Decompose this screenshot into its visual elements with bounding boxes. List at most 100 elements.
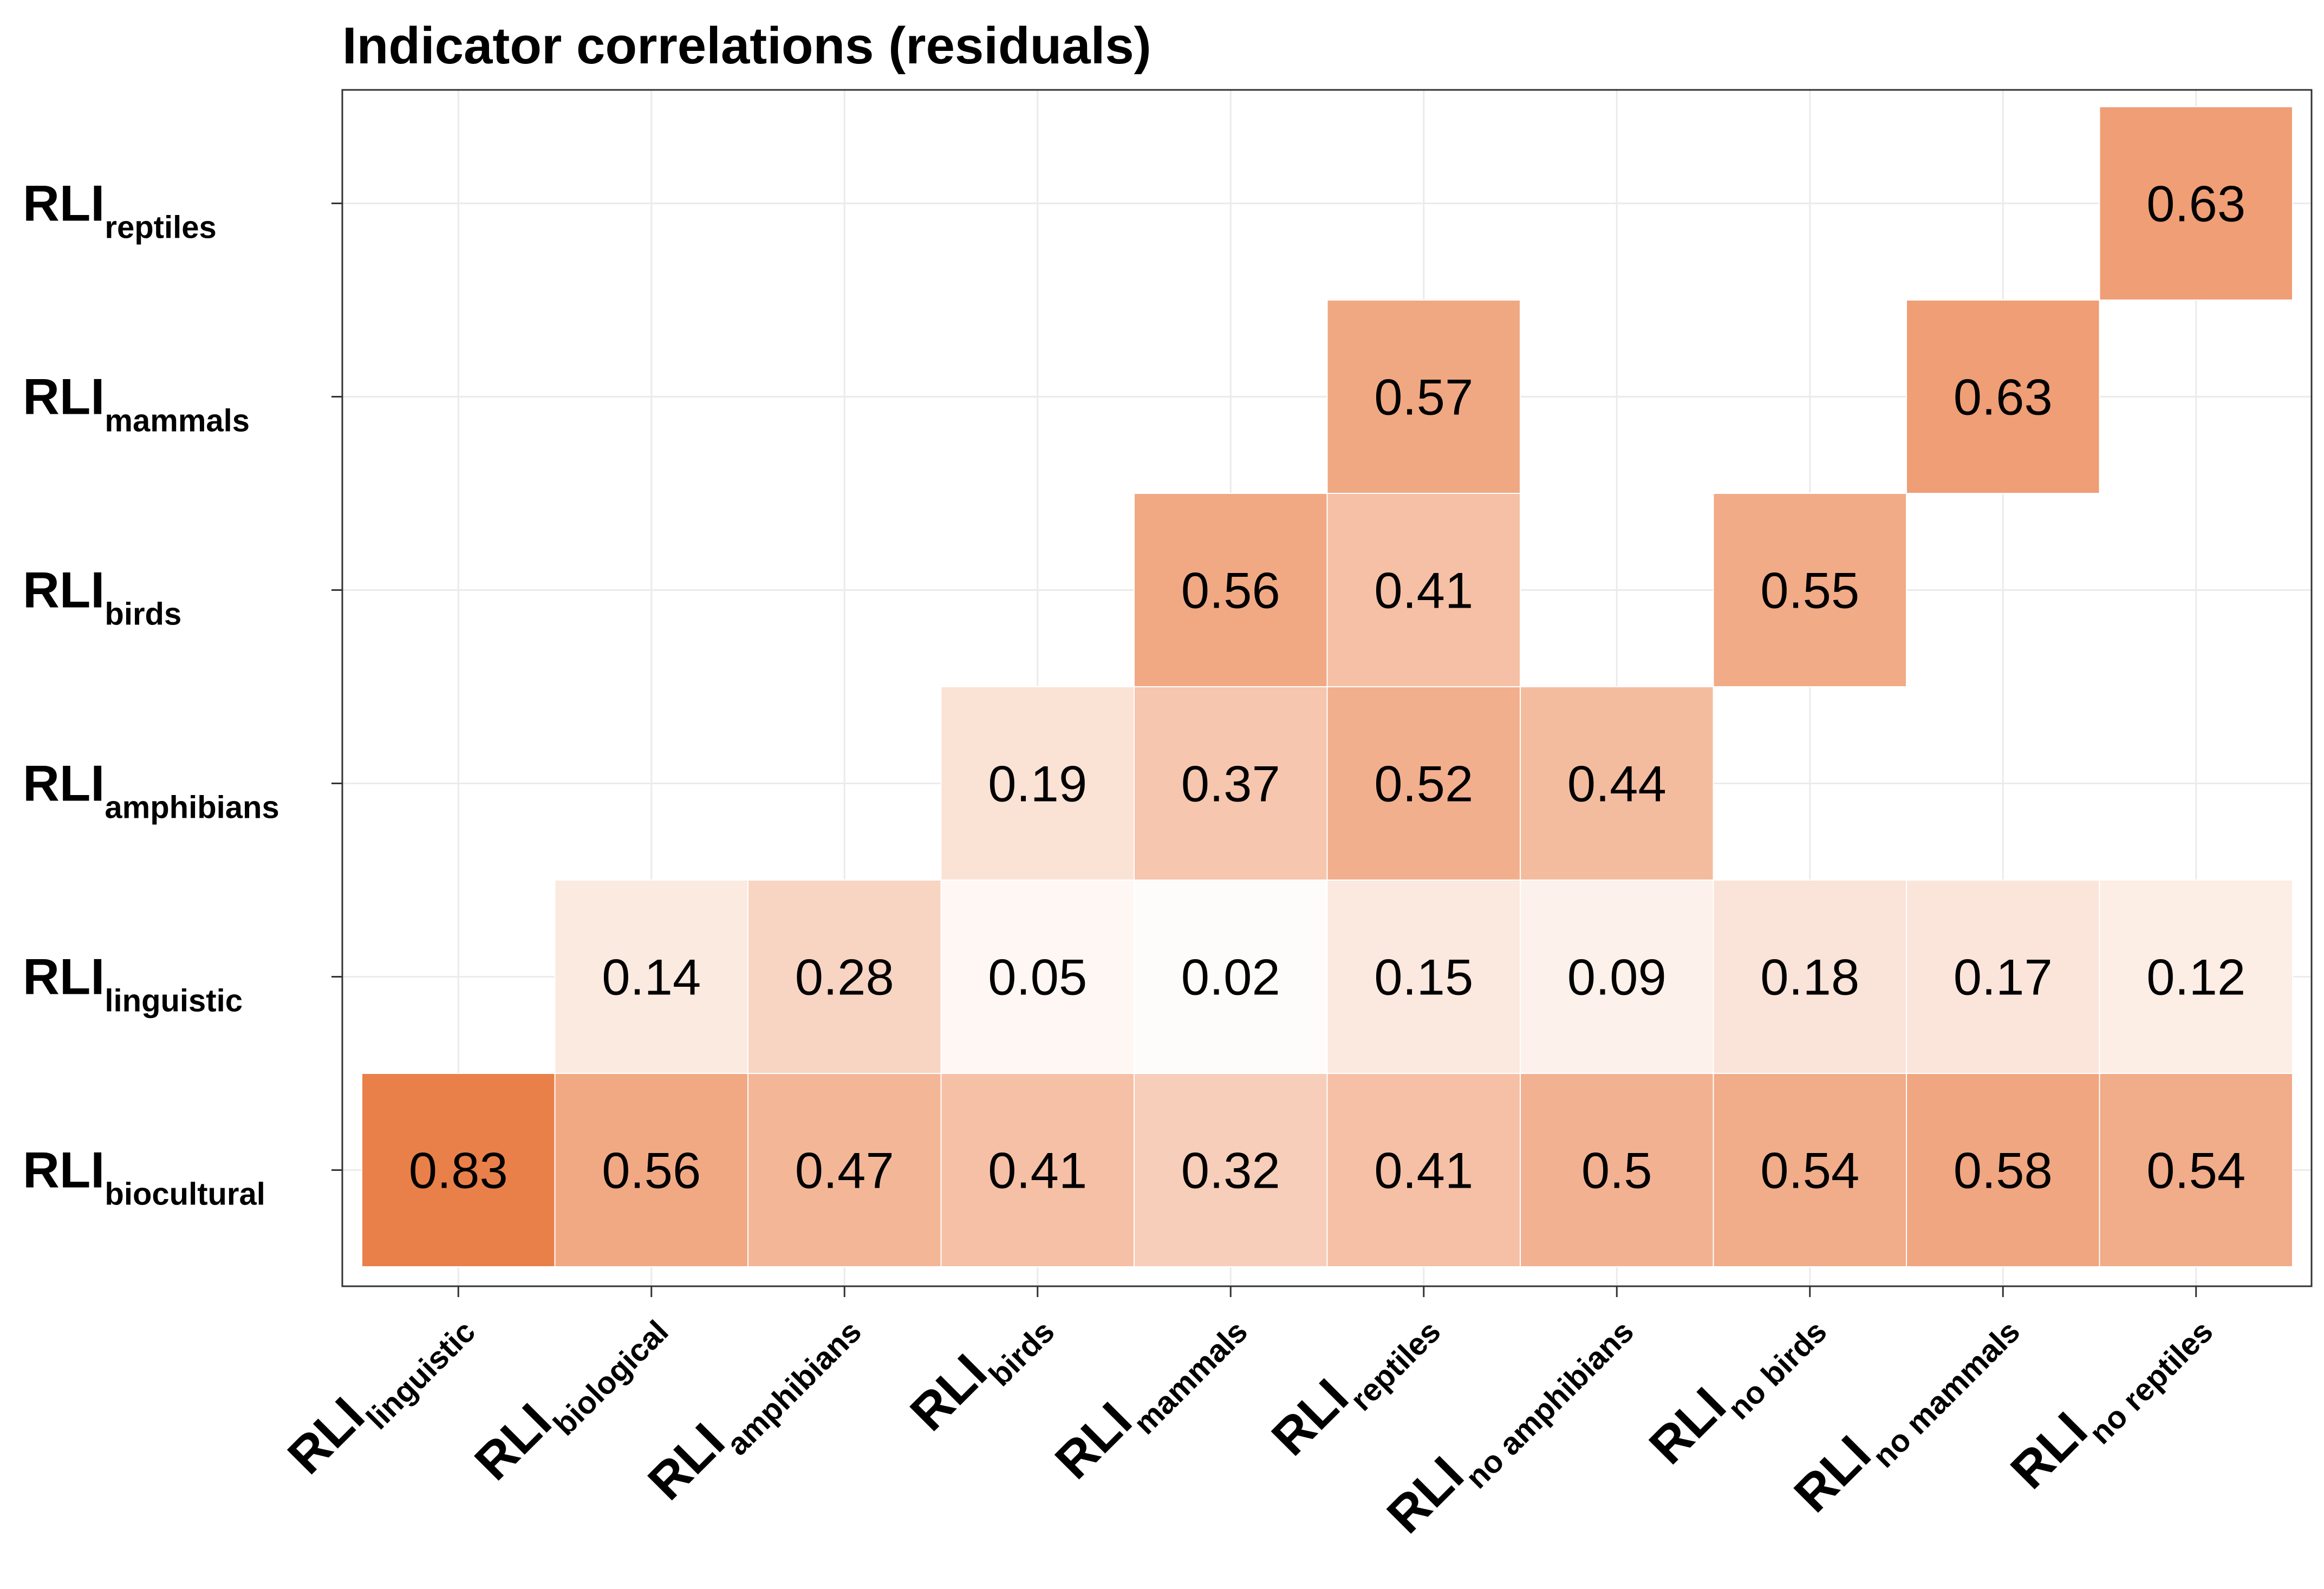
y-tick-label-main: RLI (23, 368, 105, 425)
heatmap-cell (2099, 106, 2293, 301)
x-tick-label-main: RLI (1261, 1368, 1359, 1466)
x-tick-label-sub: linguistic (360, 1314, 482, 1436)
y-tick-label: RLIbirds (23, 562, 181, 632)
chart-title: Indicator correlations (residuals) (342, 17, 1151, 75)
cell-value-label: 0.57 (1374, 369, 1473, 426)
cell-value-label: 0.17 (1954, 949, 2053, 1006)
cell-value-label: 0.28 (795, 949, 894, 1006)
heatmap-cell (1713, 1073, 1907, 1267)
y-tick-label-main: RLI (23, 948, 105, 1005)
x-tick-label-main: RLI (277, 1386, 375, 1484)
x-tick-label: RLIno birds (1638, 1289, 1834, 1484)
cell-labels: 0.83 0.56 0.47 0.41 0.32 0.41 0.5 0.54 0.58 0.54 0… (409, 175, 2245, 1199)
x-tick-label-sub: no mammals (1866, 1314, 2027, 1475)
x-tick-label-main: RLI (1044, 1391, 1142, 1489)
heatmap-cell (1134, 880, 1328, 1074)
cell-value-label: 0.63 (2146, 175, 2245, 232)
x-tick-label: RLIamphibians (637, 1289, 868, 1520)
cell-value-label: 0.55 (1760, 562, 1859, 619)
cell-value-label: 0.5 (1581, 1142, 1652, 1199)
heatmap-cells (361, 106, 2293, 1267)
cell-value-label: 0.19 (988, 756, 1087, 812)
cell-value-label: 0.56 (602, 1142, 701, 1199)
heatmap-cell (940, 686, 1135, 881)
cell-value-label: 0.52 (1374, 756, 1473, 812)
y-tick-label: RLIamphibians (23, 755, 279, 825)
cell-value-label: 0.09 (1567, 949, 1666, 1006)
cell-value-label: 0.47 (795, 1142, 894, 1199)
y-tick-label-main: RLI (23, 1142, 105, 1199)
x-tick-label-main: RLI (899, 1343, 997, 1441)
x-tick-label-sub: no reptiles (2082, 1314, 2219, 1451)
cell-value-label: 0.41 (1374, 1142, 1473, 1199)
heatmap-cell (1326, 1073, 1521, 1267)
x-tick-label-sub: mammals (1127, 1314, 1254, 1441)
x-tick-label-sub: biological (546, 1314, 675, 1442)
y-tick-label-sub: linguistic (105, 984, 243, 1019)
heatmap-cell (1326, 299, 1521, 494)
y-tick-label-main: RLI (23, 562, 105, 618)
x-tick-label-sub: reptiles (1344, 1314, 1448, 1418)
y-tick-label: RLIreptiles (23, 175, 217, 245)
heatmap-cell (1906, 880, 2100, 1074)
y-tick-label: RLIlinguistic (23, 948, 243, 1019)
y-tick-label: RLImammals (23, 368, 250, 439)
cell-value-label: 0.02 (1181, 949, 1280, 1006)
cell-value-label: 0.41 (1374, 562, 1473, 619)
y-tick-label-sub: biocultural (105, 1177, 265, 1212)
x-tick-label: RLIlinguistic (277, 1289, 482, 1494)
heatmap-cell (1520, 686, 1714, 881)
x-tick-label-main: RLI (1783, 1425, 1881, 1523)
x-tick-label: RLIbirds (899, 1289, 1061, 1451)
heatmap-cell (1520, 880, 1714, 1074)
heatmap-cell (1906, 299, 2100, 494)
heatmap-cell (1713, 493, 1907, 687)
y-axis: RLIbioculturalRLIlinguisticRLIamphibians… (23, 175, 342, 1212)
y-tick-label-main: RLI (23, 755, 105, 812)
heatmap-cell (1134, 1073, 1328, 1267)
x-tick-label-main: RLI (2000, 1401, 2098, 1499)
y-tick-label-sub: mammals (105, 403, 250, 439)
y-tick-label-sub: reptiles (105, 210, 216, 245)
cell-value-label: 0.58 (1954, 1142, 2053, 1199)
y-tick-label: RLIbiocultural (23, 1142, 265, 1212)
heatmap-cell (1134, 686, 1328, 881)
heatmap-cell (2099, 1073, 2293, 1267)
heatmap-cell (1713, 880, 1907, 1074)
cell-value-label: 0.05 (988, 949, 1087, 1006)
heatmap-cell (2099, 880, 2293, 1074)
x-tick-label-main: RLI (1638, 1377, 1736, 1475)
heatmap-cell (747, 1073, 942, 1267)
cell-value-label: 0.12 (2146, 949, 2245, 1006)
heatmap-cell (1906, 1073, 2100, 1267)
cell-value-label: 0.14 (602, 949, 701, 1006)
x-tick-label-main: RLI (637, 1412, 735, 1510)
cell-value-label: 0.18 (1760, 949, 1859, 1006)
x-tick-label-main: RLI (1376, 1445, 1474, 1544)
cell-value-label: 0.37 (1181, 756, 1280, 812)
heatmap-cell (1520, 1073, 1714, 1267)
cell-value-label: 0.44 (1567, 756, 1666, 812)
heatmap-cell (1326, 686, 1521, 881)
x-tick-label: RLImammals (1044, 1289, 1254, 1499)
panel-border (341, 89, 2313, 1287)
cell-value-label: 0.54 (1760, 1142, 1859, 1199)
x-tick-label-sub: no amphibians (1459, 1314, 1641, 1495)
x-tick-label: RLIno reptiles (2000, 1289, 2219, 1509)
cell-value-label: 0.63 (1954, 369, 2053, 426)
cell-value-label: 0.41 (988, 1142, 1087, 1199)
heatmap-cell (1326, 493, 1521, 687)
cell-value-label: 0.83 (409, 1142, 508, 1199)
heatmap-cell (1134, 493, 1328, 687)
heatmap-cell (361, 1073, 556, 1267)
x-tick-label-sub: amphibians (720, 1314, 868, 1462)
heatmap-cell (554, 1073, 748, 1267)
y-tick-label-main: RLI (23, 175, 105, 232)
heatmap-cell (554, 880, 748, 1074)
cell-value-label: 0.56 (1181, 562, 1280, 619)
y-tick-label-sub: birds (105, 597, 181, 632)
y-tick-label-sub: amphibians (105, 790, 279, 825)
x-tick-label-main: RLI (464, 1392, 562, 1490)
heatmap-cell (940, 1073, 1135, 1267)
